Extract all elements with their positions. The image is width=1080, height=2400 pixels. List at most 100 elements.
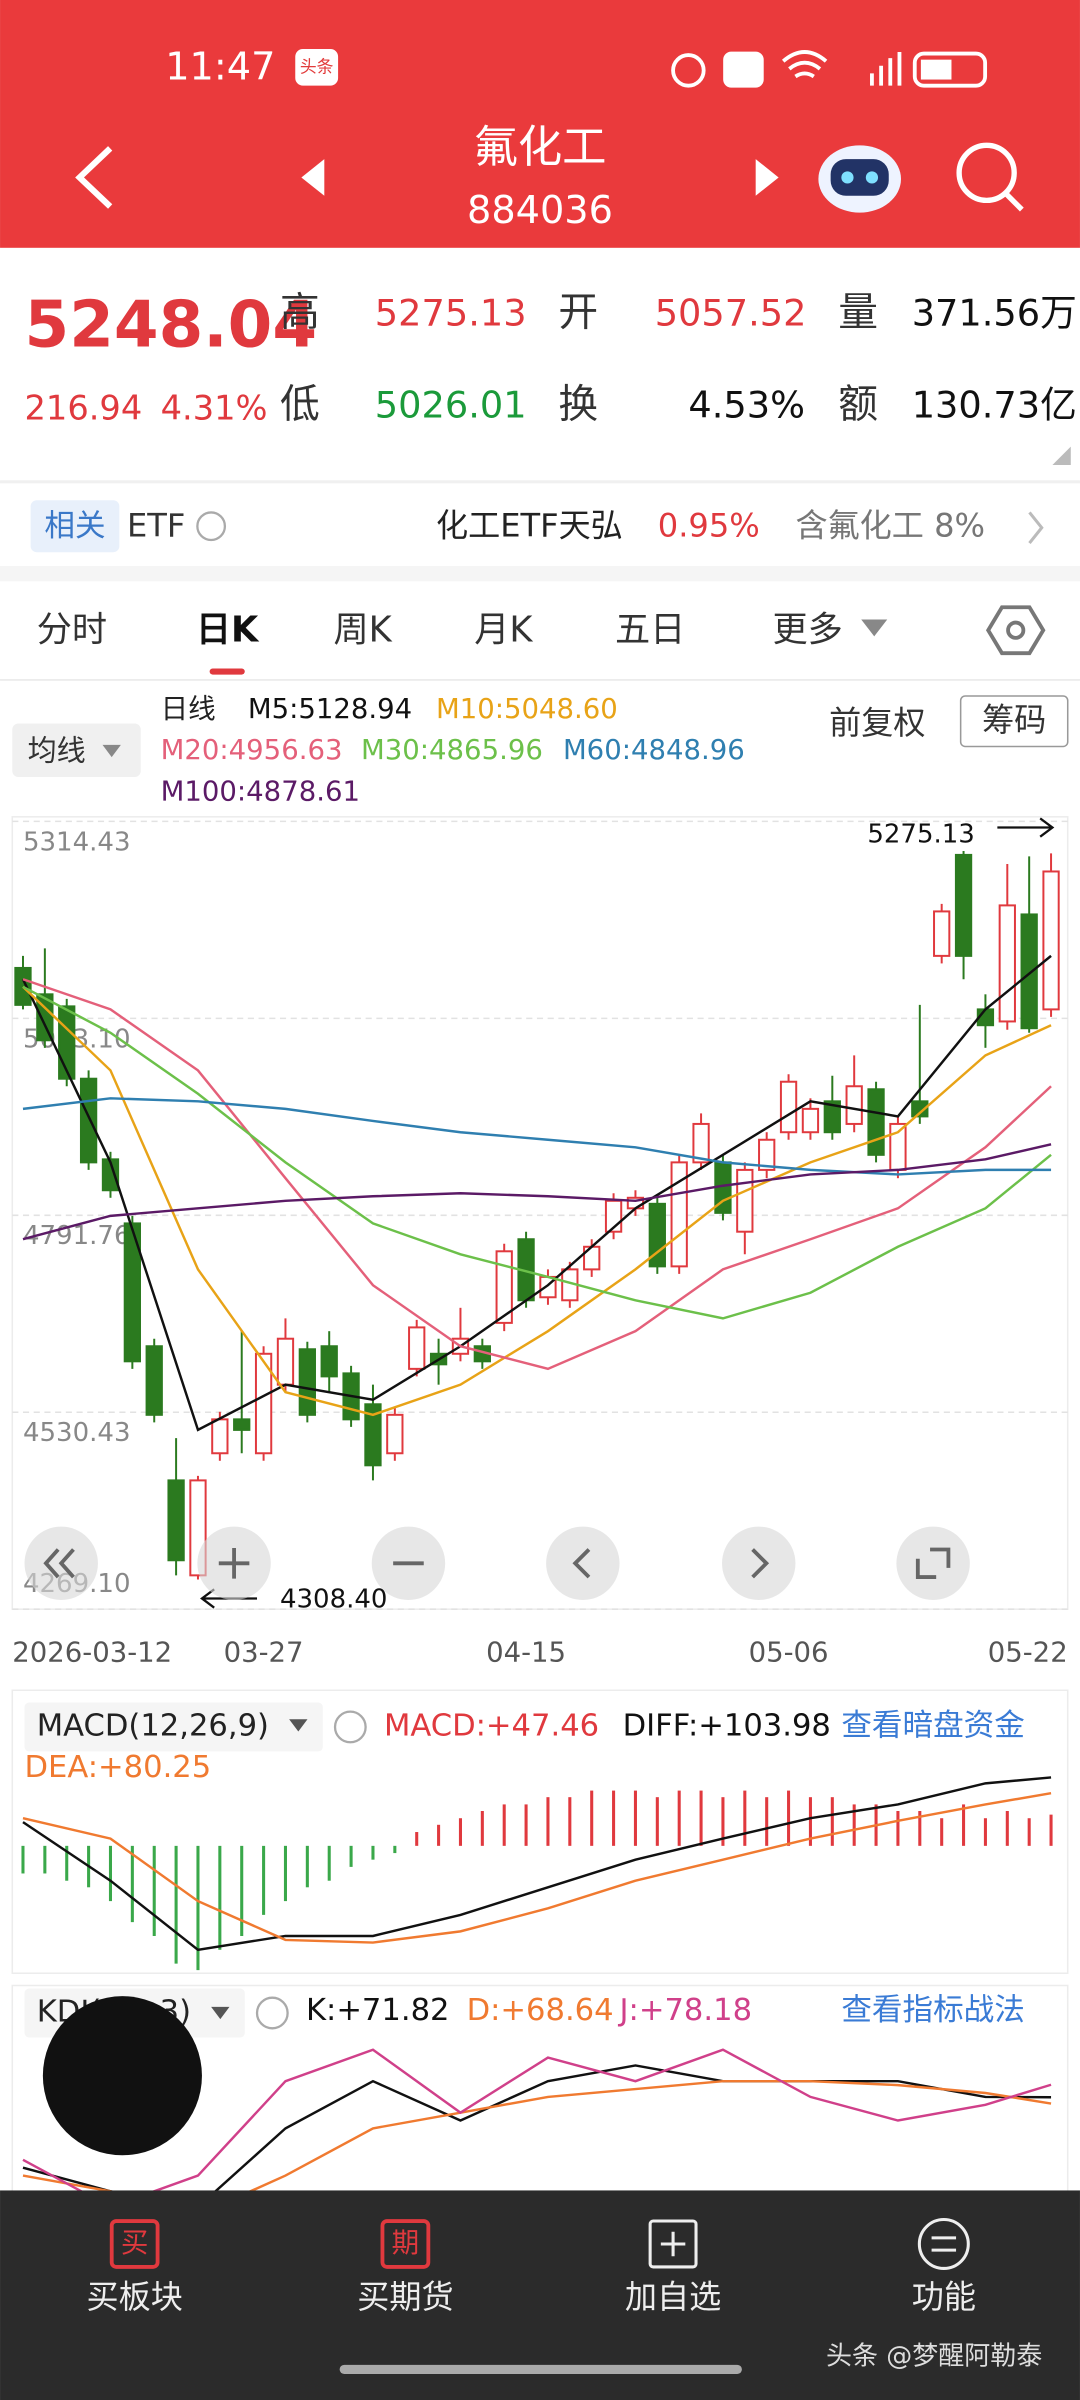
candle-body [495, 1250, 513, 1324]
stat-label: 换 [558, 381, 598, 427]
tab[interactable]: 分时 [37, 610, 107, 651]
stat-label: 高 [280, 290, 320, 336]
nav-icon-lines [931, 2236, 957, 2252]
stat-label: 量 [838, 290, 878, 336]
candle-body [364, 1403, 382, 1467]
candle-body [123, 1222, 141, 1363]
nav-label: 买期货 [357, 2278, 453, 2316]
indicator-line [22, 2048, 1052, 2209]
x-tick-label: 05-22 [988, 1637, 1068, 1669]
legend-entry: M5:5128.94 [248, 693, 412, 725]
help-icon[interactable] [196, 511, 227, 542]
candle-body [167, 1479, 185, 1562]
last-price: 5248.04 [25, 287, 318, 362]
nav-item[interactable]: 加自选 [625, 2219, 721, 2316]
legend-entry: DIFF:+103.98 [623, 1708, 831, 1743]
etf-tag-bg [30, 500, 120, 553]
scroll-right[interactable] [722, 1526, 796, 1600]
chips-button[interactable]: 筹码 [982, 701, 1046, 739]
price-change-pct: 4.31% [161, 388, 268, 427]
x-tick-label: 03-27 [224, 1637, 304, 1669]
indicator-selector-bg[interactable] [24, 1702, 323, 1752]
divider [0, 565, 1080, 582]
stock-name: 氟化工 [473, 122, 606, 173]
stock-code: 884036 [467, 189, 613, 233]
chart-control-glyphs [43, 1547, 951, 1579]
macd-frame [11, 1689, 1069, 1974]
candle-body [145, 1345, 163, 1416]
search-button[interactable] [956, 142, 1024, 212]
indicator-line [22, 1097, 1052, 1176]
expand-corner[interactable] [1052, 446, 1071, 466]
indicator-line [22, 985, 1052, 1320]
y-tick-label: 4530.43 [23, 1418, 131, 1448]
stat-label: 低 [280, 381, 320, 427]
tab[interactable]: 月K [474, 610, 533, 651]
nav-icon [109, 2219, 160, 2269]
dropdown-arrow [289, 1719, 308, 1732]
nav-item[interactable]: 买 买板块 [86, 2219, 183, 2316]
candle-body [867, 1088, 885, 1156]
scroll-left[interactable] [546, 1526, 620, 1600]
tab[interactable]: 周K [333, 610, 392, 651]
legend-entry: J:+78.18 [618, 1993, 752, 2028]
stat-value: 5026.01 [375, 383, 527, 426]
legend-entry: M10:5048.60 [436, 693, 618, 725]
low-annotation: 4308.40 [280, 1584, 388, 1614]
etf-change: 0.95% [658, 507, 760, 545]
status-time: 11:47 [165, 45, 275, 89]
chips-button-bg[interactable] [959, 695, 1069, 748]
candle-body [386, 1413, 404, 1455]
floating-button[interactable] [42, 1996, 202, 2156]
help-icon[interactable] [255, 1996, 289, 2030]
nav-item[interactable]: 期 买期货 [357, 2219, 454, 2316]
candle-body [933, 910, 951, 957]
dropdown-arrow [102, 744, 121, 758]
tab[interactable]: 更多 [773, 610, 843, 651]
candle-body [233, 1418, 251, 1431]
ma-selector-bg[interactable] [12, 723, 141, 778]
settings-icon[interactable] [985, 605, 1046, 656]
y-tick-label: 4791.76 [23, 1221, 131, 1251]
ma-selector[interactable]: 均线 [28, 734, 86, 768]
etf-more[interactable] [1028, 511, 1044, 544]
back-button[interactable] [75, 146, 113, 209]
tab-indicator [209, 668, 245, 675]
divider [0, 679, 1080, 681]
candle-body [276, 1337, 295, 1386]
assistant-icon[interactable] [818, 145, 901, 213]
nav-icon [917, 2217, 970, 2270]
adjust-mode[interactable]: 前复权 [829, 704, 925, 742]
etf-holding: 含氟化工 8% [795, 507, 985, 545]
candle-body [254, 1352, 273, 1455]
indicator-link[interactable]: 查看指标战法 [841, 1993, 1024, 2028]
y-tick-label: 5314.43 [23, 827, 131, 857]
indicator-title[interactable]: MACD(12,26,9) [37, 1708, 269, 1743]
candle-body [954, 853, 973, 957]
candle-body [1020, 913, 1038, 1030]
high-annotation: 5275.13 [867, 820, 975, 850]
stat-label: 开 [558, 290, 598, 336]
divider [0, 480, 1080, 484]
fullscreen[interactable] [896, 1526, 970, 1600]
candle-body [58, 1005, 76, 1080]
help-icon[interactable] [333, 1710, 367, 1744]
legend-entry: M30:4865.96 [361, 734, 543, 766]
nav-icon-text: 买 [121, 2227, 149, 2259]
nav-label: 买板块 [86, 2278, 182, 2316]
next-stock[interactable] [755, 159, 779, 196]
tab-active[interactable]: 日K [196, 610, 260, 651]
candle-body [801, 1107, 820, 1134]
nav-icon-text: 期 [392, 2227, 420, 2259]
etf-name[interactable]: 化工ETF天弘 [436, 507, 623, 545]
tab[interactable]: 五日 [615, 610, 685, 651]
candle-body [1042, 870, 1060, 1011]
legend-entry: DEA:+80.25 [25, 1750, 212, 1785]
candle-body [14, 966, 32, 1006]
prev-stock[interactable] [301, 159, 325, 196]
nav-item[interactable]: 功能 [912, 2217, 976, 2317]
indicator-link[interactable]: 查看暗盘资金 [841, 1708, 1024, 1743]
status-badge: 头条 [300, 56, 334, 76]
settings-icon-core [1006, 620, 1026, 640]
